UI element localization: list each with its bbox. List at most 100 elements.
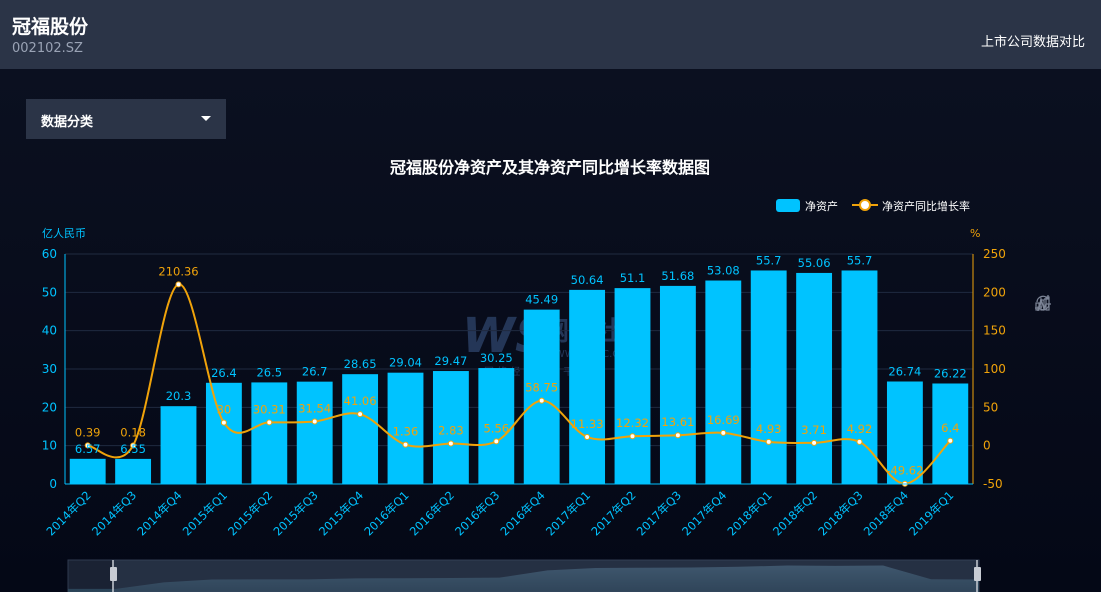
bar-value-label: 26.7 <box>302 365 328 379</box>
x-tick-label: 2015年Q4 <box>316 488 366 538</box>
bar <box>251 382 288 484</box>
restore-icon[interactable] <box>1034 295 1052 368</box>
toolbox <box>1034 294 1054 378</box>
line-series <box>84 281 954 487</box>
line-value-label: 2.83 <box>438 423 464 437</box>
x-tick-label: 2014年Q2 <box>44 488 94 538</box>
y-axis-left-label: 亿人民币 <box>42 227 86 240</box>
x-tick-label: 2018年Q3 <box>815 488 865 538</box>
y-right-tick-label: 50 <box>983 400 998 414</box>
line-point <box>84 442 91 449</box>
x-tick-label: 2015年Q3 <box>271 488 321 538</box>
line-point <box>402 441 409 448</box>
bar-value-label: 55.06 <box>798 256 831 270</box>
chart-title: 冠福股份净资产及其净资产同比增长率数据图 <box>390 158 710 177</box>
bar <box>932 383 969 484</box>
bar-value-label: 55.7 <box>756 253 782 267</box>
axes: 0 10 20 30 40 50 60 -50 0 50 100 150 200 250 <box>42 247 1006 491</box>
stock-code: 002102.SZ <box>12 41 83 56</box>
bar-value-label: 20.3 <box>166 389 192 403</box>
line-point <box>765 438 772 445</box>
chevron-down-icon <box>201 116 211 121</box>
line-value-label: 58.75 <box>525 381 558 395</box>
bar <box>614 288 651 484</box>
bar <box>523 309 560 484</box>
line-point <box>856 438 863 445</box>
bar-chart-icon[interactable] <box>1034 296 1052 340</box>
y-left-tick-label: 50 <box>42 285 57 299</box>
bar <box>705 280 742 484</box>
y-right-tick-label: -50 <box>983 477 1003 491</box>
bar <box>569 289 606 484</box>
bar <box>387 372 424 484</box>
x-tick-label: 2016年Q4 <box>498 488 548 538</box>
line-value-label: 1.36 <box>393 425 419 439</box>
y-right-tick-label: 150 <box>983 324 1006 338</box>
line-point <box>947 437 954 444</box>
x-tick-label: 2015年Q2 <box>225 488 275 538</box>
line-value-label: 31.54 <box>298 401 331 415</box>
line-value-label: 11.33 <box>571 417 604 431</box>
line-value-label: 5.56 <box>483 421 509 435</box>
compare-link[interactable]: 上市公司数据对比 <box>980 35 1085 50</box>
legend-line-label: 净资产同比增长率 <box>882 199 970 213</box>
line-point <box>811 439 818 446</box>
line-value-label: 16.69 <box>707 413 740 427</box>
x-tick-label: 2017年Q3 <box>634 488 684 538</box>
company-name: 冠福股份 <box>12 16 89 38</box>
gridlines <box>65 253 973 485</box>
line-value-label: 3.71 <box>801 423 827 437</box>
data-zoom-slider[interactable] <box>67 559 981 592</box>
bar-value-label: 55.7 <box>847 253 873 267</box>
slider-handle-right[interactable] <box>974 560 981 592</box>
x-tick-label: 2015年Q1 <box>180 488 230 538</box>
bar-value-label: 51.1 <box>620 271 646 285</box>
line-value-label: 6.4 <box>941 421 959 435</box>
y-right-tick-label: 0 <box>983 439 991 453</box>
y-right-tick-label: 100 <box>983 362 1006 376</box>
x-tick-label: 2017年Q4 <box>679 488 729 538</box>
bar <box>796 272 833 484</box>
y-right-tick-label: 250 <box>983 247 1006 261</box>
line-value-label: 4.92 <box>847 422 873 436</box>
bar-value-label: 6.57 <box>75 442 101 456</box>
dropdown-label: 数据分类 <box>41 115 94 130</box>
legend-bar-swatch <box>776 199 800 212</box>
bar <box>115 458 152 484</box>
line-point <box>266 419 273 426</box>
slider-handle-left[interactable] <box>110 560 117 592</box>
y-axis-right-label: % <box>970 227 980 240</box>
line-value-label: 210.36 <box>158 264 198 278</box>
bar <box>296 381 333 484</box>
line-point <box>493 438 500 445</box>
x-tick-label: 2016年Q2 <box>407 488 457 538</box>
y-right-tick-label: 200 <box>983 285 1006 299</box>
y-left-tick-label: 20 <box>42 400 57 414</box>
bar-value-label: 53.08 <box>707 264 740 278</box>
line-value-label: 4.93 <box>756 422 782 436</box>
bar-value-label: 51.68 <box>661 269 694 283</box>
bar <box>69 458 106 484</box>
x-tick-label: 2017年Q2 <box>588 488 638 538</box>
bar-value-label: 26.74 <box>888 364 921 378</box>
line-value-label: 0.39 <box>75 425 101 439</box>
y-left-tick-label: 30 <box>42 362 57 376</box>
bar <box>886 381 923 484</box>
data-category-dropdown[interactable]: 数据分类 <box>26 99 226 139</box>
x-tick-label: 2014年Q4 <box>134 488 184 538</box>
x-tick-label: 2018年Q2 <box>770 488 820 538</box>
bar <box>432 371 469 484</box>
y-left-tick-label: 10 <box>42 439 57 453</box>
bar <box>160 406 197 484</box>
legend-bar-label: 净资产 <box>805 199 838 213</box>
legend[interactable]: 净资产 净资产同比增长率 <box>776 199 970 213</box>
x-tick-label: 2016年Q1 <box>361 488 411 538</box>
line-point <box>220 419 227 426</box>
x-tick-label: 2014年Q3 <box>89 488 139 538</box>
line-point <box>720 429 727 436</box>
bar <box>841 270 878 484</box>
line-value-label: 0.18 <box>120 426 146 440</box>
line-point <box>538 397 545 404</box>
line-value-label: 30 <box>217 403 232 417</box>
line-point <box>584 433 591 440</box>
